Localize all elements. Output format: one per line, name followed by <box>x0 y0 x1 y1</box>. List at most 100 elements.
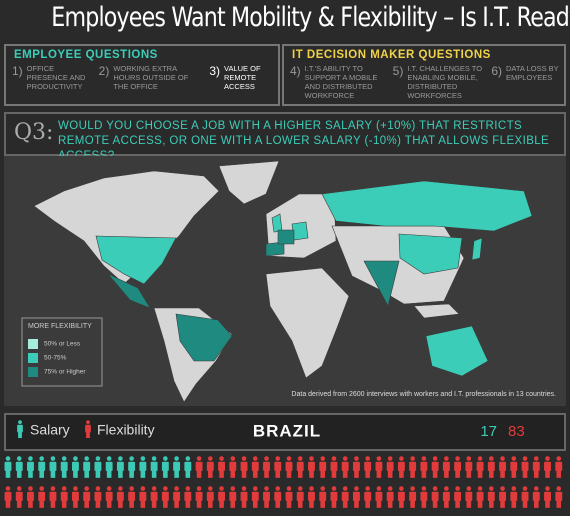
body <box>352 461 360 471</box>
legend-label: 50-75% <box>44 355 67 362</box>
legs <box>129 499 134 508</box>
legs <box>342 499 348 508</box>
body <box>60 491 68 501</box>
body <box>465 491 473 501</box>
item-number: 4) <box>290 64 301 78</box>
legs <box>118 469 123 478</box>
body <box>420 461 428 471</box>
item-number: 5) <box>392 64 404 78</box>
indonesia <box>413 303 460 319</box>
item-number: 3) <box>209 64 221 78</box>
head <box>489 486 494 491</box>
head <box>477 486 483 491</box>
head <box>106 456 112 461</box>
legs <box>455 469 460 478</box>
legs <box>309 499 314 508</box>
question-label: Q3: <box>14 120 54 145</box>
legend-swatch <box>28 367 38 377</box>
question-item: 4) I.T.'S ABILITY TO SUPPORT A MOBILE AND… <box>290 64 387 100</box>
legs <box>545 499 550 508</box>
head <box>500 456 505 461</box>
legs <box>39 469 45 478</box>
legs <box>16 469 22 478</box>
legs <box>466 499 472 508</box>
flexibility-figure <box>341 486 349 508</box>
body <box>240 491 248 501</box>
item-text: I.T. CHALLENGES TO ENABLING MOBILE, DIST… <box>407 64 483 100</box>
body <box>476 461 484 471</box>
head <box>264 486 269 491</box>
body <box>487 491 495 501</box>
legs <box>354 499 359 508</box>
body <box>352 491 360 501</box>
legs <box>342 469 348 478</box>
legs <box>500 469 505 478</box>
flexibility-figure <box>352 456 360 478</box>
body <box>442 461 450 471</box>
flexibility-figure <box>420 486 428 508</box>
flexibility-figure <box>94 486 102 508</box>
flexibility-figure <box>251 456 259 478</box>
legs <box>5 469 11 478</box>
salary-figure <box>4 456 12 478</box>
result-bar <box>4 413 566 451</box>
legs <box>208 469 213 478</box>
body <box>251 491 259 501</box>
body <box>274 461 282 471</box>
flexibility-figure <box>15 486 23 508</box>
india <box>363 260 400 307</box>
flexibility-figure <box>128 486 136 508</box>
question-item: 6) DATA LOSS BY EMPLOYEES <box>491 64 570 100</box>
body <box>431 491 439 501</box>
head <box>455 486 460 491</box>
flexibility-figure <box>49 486 57 508</box>
salary-figure <box>71 456 79 478</box>
legs <box>95 469 101 478</box>
body <box>454 491 462 501</box>
flexibility-figure <box>364 486 372 508</box>
body <box>510 461 518 471</box>
legs <box>174 469 179 478</box>
head <box>320 456 326 461</box>
body <box>49 491 57 501</box>
legs <box>286 499 292 508</box>
salary-figure <box>150 456 158 478</box>
head <box>376 486 382 491</box>
legs <box>185 469 191 478</box>
brazil <box>175 313 233 362</box>
legs <box>140 469 146 478</box>
legs <box>106 499 112 508</box>
body <box>319 491 327 501</box>
legs <box>84 469 89 478</box>
body <box>499 461 507 471</box>
legs <box>219 469 224 478</box>
salary-figure <box>27 456 34 478</box>
head <box>61 456 67 461</box>
head <box>208 456 213 461</box>
head <box>342 486 348 491</box>
head <box>297 486 303 491</box>
legs <box>196 469 202 478</box>
legs <box>241 499 247 508</box>
legs <box>61 499 67 508</box>
body <box>285 491 293 501</box>
head <box>16 486 22 491</box>
heading: EMPLOYEE QUESTIONS <box>14 49 158 61</box>
france <box>277 229 295 245</box>
head <box>410 456 415 461</box>
heading: IT DECISION MAKER QUESTIONS <box>292 49 491 61</box>
head <box>275 486 281 491</box>
head <box>151 486 157 491</box>
question-item: 5) I.T. CHALLENGES TO ENABLING MOBILE, DI… <box>393 64 486 100</box>
body <box>308 491 315 501</box>
legs <box>140 499 146 508</box>
head <box>533 456 539 461</box>
legs <box>444 469 449 478</box>
flexibility-figure <box>521 456 529 478</box>
head <box>174 456 179 461</box>
legs <box>151 499 157 508</box>
question-item: 2) WORKING EXTRA HOURS OUTSIDE OF THE OFF… <box>99 64 204 91</box>
flexibility-figure <box>352 486 360 508</box>
flexibility-figure <box>229 486 237 508</box>
body <box>409 461 417 471</box>
